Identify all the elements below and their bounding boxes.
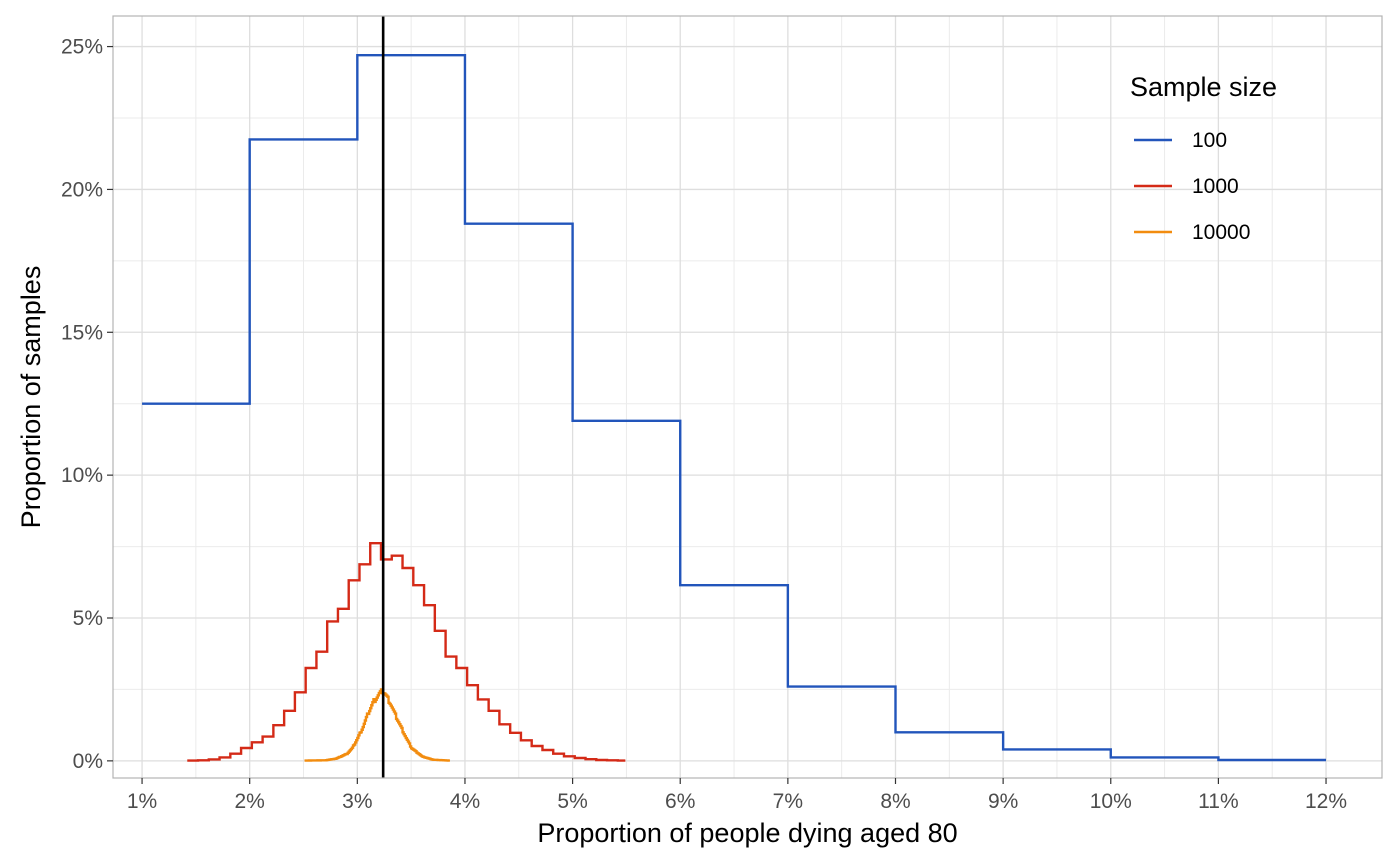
x-tick-label: 7% bbox=[773, 790, 803, 813]
x-tick-label: 2% bbox=[235, 790, 265, 813]
x-tick-label: 6% bbox=[665, 790, 695, 813]
y-tick-label: 0% bbox=[73, 750, 103, 773]
panel-border bbox=[112, 15, 1383, 779]
legend-label: 10000 bbox=[1192, 221, 1250, 244]
legend-title: Sample size bbox=[1130, 72, 1277, 102]
y-tick-label: 5% bbox=[73, 607, 103, 630]
x-tick-label: 9% bbox=[988, 790, 1018, 813]
y-axis: 0% 5% 10% 15% 20% 25% bbox=[61, 36, 113, 773]
legend-item-1000: 1000 bbox=[1134, 175, 1239, 198]
y-tick-label: 25% bbox=[61, 36, 103, 59]
y-tick-label: 20% bbox=[61, 178, 103, 201]
series-line-100 bbox=[142, 53, 1327, 762]
y-axis-title: Proportion of samples bbox=[16, 266, 46, 529]
legend-item-10000: 10000 bbox=[1134, 221, 1250, 244]
y-tick-label: 15% bbox=[61, 321, 103, 344]
x-tick-label: 12% bbox=[1305, 790, 1347, 813]
y-tick-label: 10% bbox=[61, 464, 103, 487]
x-tick-label: 10% bbox=[1090, 790, 1132, 813]
x-axis: 1% 2% 3% 4% 5% 6% 7% 8% 9% 10% 11% 12% bbox=[127, 778, 1347, 813]
legend-label: 1000 bbox=[1192, 175, 1239, 198]
legend-label: 100 bbox=[1192, 129, 1227, 152]
x-tick-label: 11% bbox=[1198, 790, 1238, 813]
x-tick-label: 5% bbox=[557, 790, 587, 813]
legend: Sample size 100 1000 10000 bbox=[1130, 72, 1277, 244]
x-tick-label: 4% bbox=[450, 790, 480, 813]
x-tick-label: 3% bbox=[342, 790, 372, 813]
x-axis-title: Proportion of people dying aged 80 bbox=[537, 818, 957, 848]
legend-item-100: 100 bbox=[1134, 129, 1227, 152]
series-line-10000 bbox=[304, 688, 451, 762]
legend-items: 100 1000 10000 bbox=[1134, 129, 1250, 244]
x-tick-label: 8% bbox=[880, 790, 910, 813]
x-tick-label: 1% bbox=[127, 790, 157, 813]
series-line-1000 bbox=[187, 541, 626, 762]
series-layer bbox=[142, 53, 1327, 762]
